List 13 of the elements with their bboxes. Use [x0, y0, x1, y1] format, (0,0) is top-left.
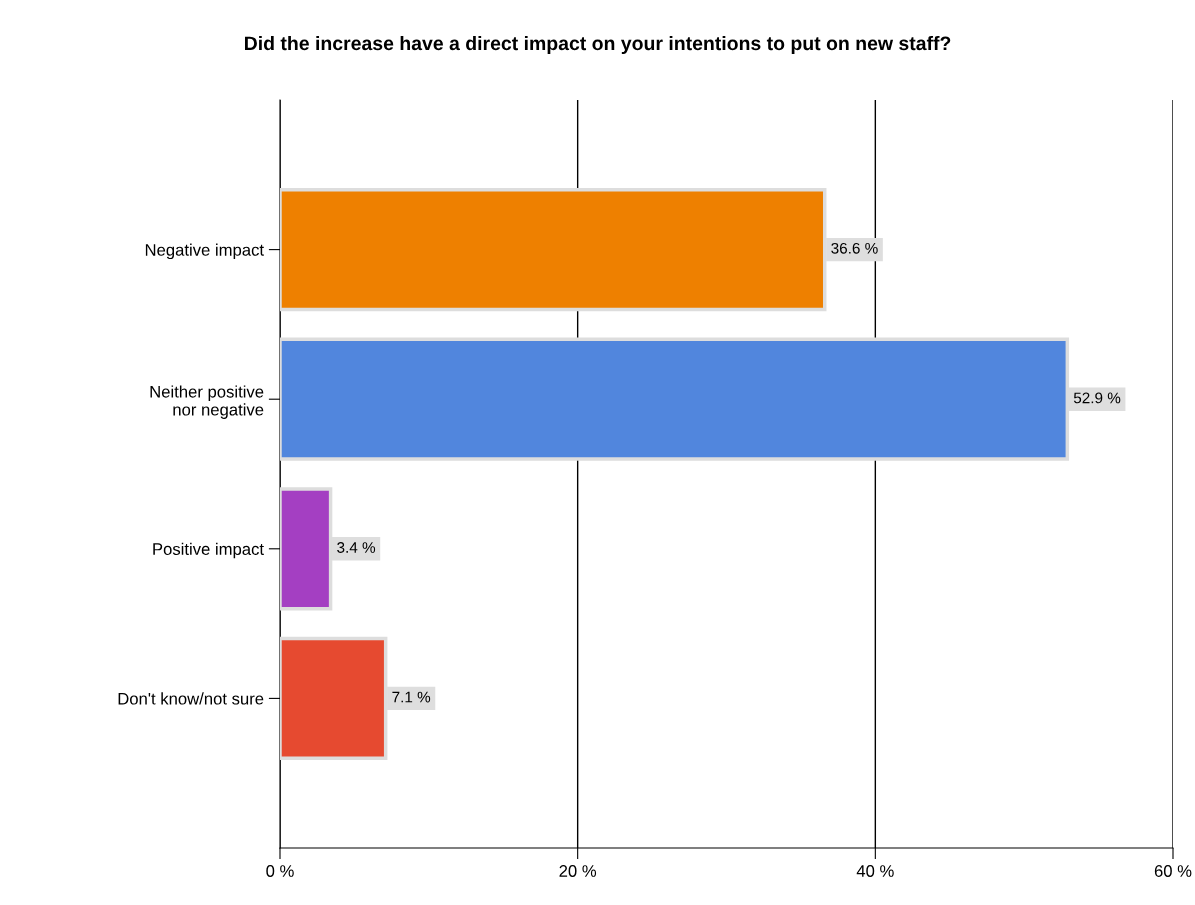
data-label: 3.4 % — [337, 542, 376, 553]
x-tick-label: 40 % — [856, 865, 894, 877]
data-label: 36.6 % — [831, 242, 878, 254]
x-tick-label: 0 % — [266, 865, 294, 877]
y-tick-label: Negative impact — [145, 243, 264, 260]
x-tick-label: 20 % — [559, 865, 597, 877]
x-tick-label: 60 % — [1154, 865, 1192, 877]
y-tick-label: Neither positive nor negative — [150, 385, 264, 419]
chart-title: Did the increase have a direct impact on your intentions to put on new staff? — [245, 35, 951, 55]
y-tick-label: Positive impact — [153, 542, 264, 559]
data-label: 52.9 % — [1073, 392, 1121, 404]
data-label: 7.1 % — [392, 691, 431, 703]
y-tick-label: Don't know/not sure — [118, 692, 264, 705]
